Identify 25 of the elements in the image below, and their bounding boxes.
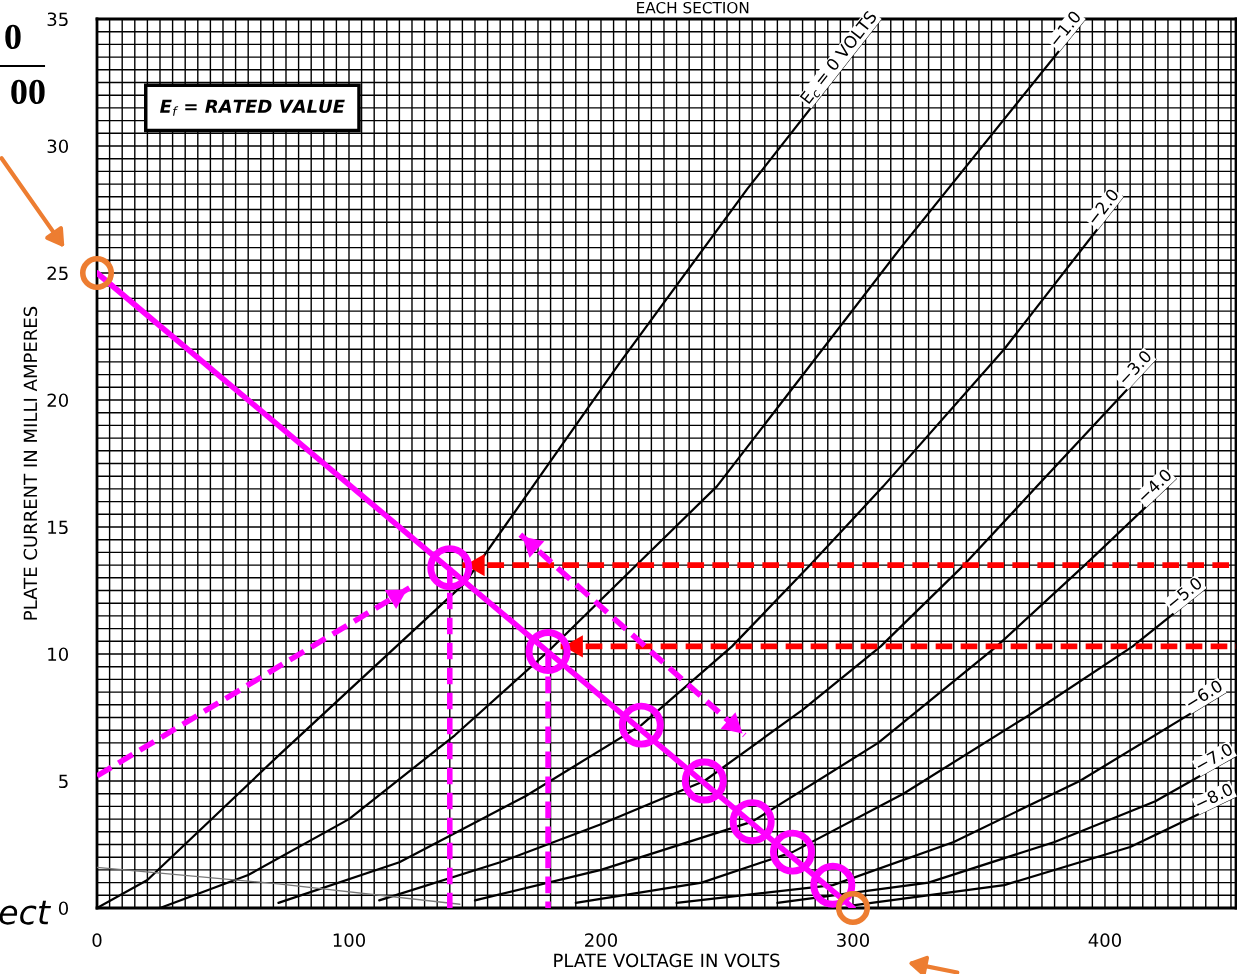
text: −7.0 bbox=[1194, 742, 1234, 772]
text: E$_{c}$ = 0 VOLTS bbox=[799, 9, 880, 106]
text: −6.0 bbox=[1184, 679, 1224, 710]
y-tick-label: 15 bbox=[48, 520, 68, 535]
annotation: E$_{f}$ = RATED VALUE bbox=[160, 99, 345, 116]
text: −8.0 bbox=[1194, 782, 1234, 811]
x-tick-label: 100 bbox=[333, 933, 366, 947]
text: ect bbox=[0, 900, 52, 925]
x-tick-label: 400 bbox=[1088, 933, 1121, 947]
y-tick-label: 10 bbox=[48, 647, 69, 662]
y-tick-label: 35 bbox=[47, 12, 68, 27]
y-tick-label: 20 bbox=[47, 393, 69, 408]
x-tick-label: 300 bbox=[837, 933, 870, 947]
chart-title: EACH SECTION bbox=[637, 1, 749, 14]
y-tick-label: 0 bbox=[58, 901, 69, 916]
x-tick-label: 200 bbox=[585, 933, 618, 947]
y-axis-title: PLATE CURRENT IN MILLI AMPERES bbox=[23, 306, 38, 620]
x-tick-label: 0 bbox=[92, 933, 102, 947]
text: −5.0 bbox=[1165, 576, 1203, 610]
y-tick-label: 25 bbox=[47, 266, 68, 281]
text: 0 bbox=[5, 24, 21, 50]
y-tick-label: 5 bbox=[59, 774, 68, 789]
x-axis-title: PLATE VOLTAGE IN VOLTS bbox=[554, 953, 780, 968]
y-tick-label: 30 bbox=[47, 139, 69, 154]
text: 00 bbox=[11, 79, 45, 105]
